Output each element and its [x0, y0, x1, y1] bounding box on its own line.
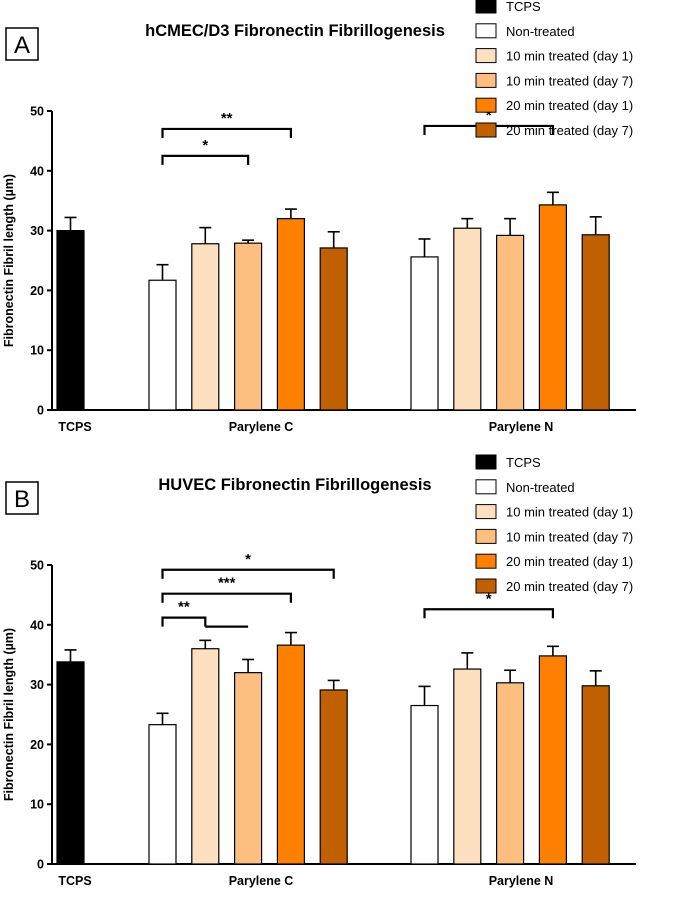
bar-parylene-c-s3 [234, 242, 263, 411]
bar-parylene-c-s2 [191, 243, 220, 411]
legend-swatch [475, 0, 497, 14]
y-tick-label: 40 [30, 164, 44, 178]
legend-label: 10 min treated (day 1) [506, 505, 633, 520]
y-axis-label: Fibronectin Fibril length (µm) [2, 628, 16, 801]
y-tick-label: 50 [30, 105, 44, 119]
significance-label: *** [218, 575, 236, 592]
significance-label: * [202, 137, 208, 154]
significance-bracket [423, 608, 554, 619]
bar-parylene-c-s1 [148, 724, 177, 865]
bar-parylene-n-s2 [453, 668, 482, 865]
bar-parylene-c-s2 [191, 648, 220, 865]
x-tick-label: Parylene N [489, 420, 554, 434]
legend-label: 10 min treated (day 7) [506, 73, 633, 88]
legend-swatch [475, 553, 497, 569]
y-axis-label: Fibronectin Fibril length (µm) [2, 174, 16, 347]
bar-parylene-n-s3 [496, 234, 525, 411]
bar-parylene-n-s2 [453, 227, 482, 411]
panel-label-box [5, 481, 39, 515]
legend-label: TCPS [506, 0, 541, 14]
significance-bracket [161, 127, 292, 138]
significance-label: * [486, 590, 492, 607]
legend-swatch [475, 479, 497, 495]
legend-swatch [475, 72, 497, 88]
legend-swatch [475, 578, 497, 594]
legend-swatch [475, 48, 497, 64]
bar-parylene-c-s4 [276, 218, 305, 411]
bar-tcps-s0 [56, 230, 85, 411]
legend-label: 20 min treated (day 7) [506, 123, 633, 138]
y-tick-label: 20 [30, 738, 44, 752]
x-tick-label: Parylene C [229, 420, 294, 434]
bar-parylene-n-s5 [581, 234, 610, 411]
bar-parylene-n-s1 [410, 704, 439, 865]
significance-label: ** [221, 110, 233, 127]
legend-swatch [475, 454, 497, 470]
x-tick-label: TCPS [58, 874, 91, 888]
legend-swatch [475, 122, 497, 138]
x-tick-label: Parylene C [229, 874, 294, 888]
legend-swatch [475, 97, 497, 113]
chart-title: HUVEC Fibronectin Fibrillogenesis [158, 476, 431, 494]
significance-label: * [486, 107, 492, 124]
legend-label: 10 min treated (day 1) [506, 49, 633, 64]
y-tick-label: 30 [30, 224, 44, 238]
bar-parylene-c-s1 [148, 279, 177, 411]
bar-parylene-n-s4 [538, 204, 568, 411]
y-tick-label: 0 [37, 404, 44, 418]
panel-label: A [14, 32, 30, 59]
bar-parylene-c-s3 [234, 672, 263, 865]
y-tick-label: 10 [30, 798, 44, 812]
bar-parylene-n-s3 [496, 682, 525, 865]
legend-label: Non-treated [506, 24, 575, 39]
chart-title: hCMEC/D3 Fibronectin Fibrillogenesis [145, 22, 445, 40]
legend-label: 20 min treated (day 7) [506, 579, 633, 594]
legend-label: Non-treated [506, 480, 575, 495]
chart-b: B HUVEC Fibronectin Fibrillogenesis Fibron… [2, 454, 636, 888]
legend-label: 20 min treated (day 1) [506, 554, 633, 569]
bar-parylene-n-s5 [581, 685, 610, 865]
x-tick-label: Parylene N [489, 874, 554, 888]
y-tick-label: 50 [30, 559, 44, 573]
significance-bracket [161, 592, 292, 603]
legend-label: TCPS [506, 455, 541, 470]
y-tick-label: 30 [30, 678, 44, 692]
y-tick-label: 40 [30, 618, 44, 632]
panel-b: B HUVEC Fibronectin Fibrillogenesis Fibron… [0, 454, 685, 908]
significance-bracket [161, 616, 207, 627]
bar-parylene-n-s1 [410, 256, 439, 411]
y-tick-label: 0 [37, 858, 44, 872]
panel-label-box [5, 27, 39, 61]
x-tick-label: TCPS [58, 420, 91, 434]
significance-bracket [161, 154, 250, 165]
legend-swatch [475, 504, 497, 520]
significance-bracket [161, 568, 335, 579]
bar-parylene-c-s5 [319, 247, 348, 411]
y-tick-label: 10 [30, 344, 44, 358]
significance-label: ** [178, 599, 190, 616]
legend-label: 10 min treated (day 7) [506, 529, 633, 544]
bar-parylene-c-s5 [319, 689, 348, 865]
legend-label: 20 min treated (day 1) [506, 98, 633, 113]
significance-label: * [245, 551, 251, 568]
legend-swatch [475, 23, 497, 39]
bar-parylene-c-s4 [276, 644, 305, 865]
y-tick-label: 20 [30, 284, 44, 298]
panel-label: B [14, 486, 30, 513]
bar-tcps-s0 [56, 661, 85, 865]
bar-parylene-n-s4 [538, 655, 568, 865]
legend-swatch [475, 528, 497, 544]
